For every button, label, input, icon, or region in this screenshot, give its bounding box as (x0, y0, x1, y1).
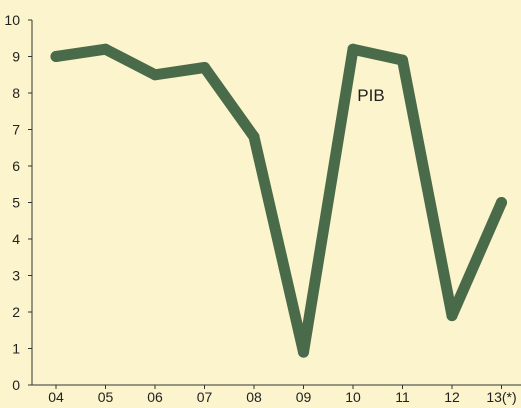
x-tick-label: 11 (395, 389, 410, 405)
series-labels: PIB (357, 86, 384, 105)
x-tick-label: 12 (444, 389, 460, 405)
data-point (248, 131, 260, 143)
data-point (149, 69, 161, 81)
data-point (397, 54, 408, 66)
data-point (199, 61, 210, 73)
x-tick-label: 09 (296, 389, 312, 405)
series-label: PIB (357, 86, 384, 105)
y-tick-label: 3 (12, 268, 20, 284)
axes (31, 20, 521, 386)
series-line (50, 43, 507, 358)
x-tick-label: 08 (246, 389, 262, 405)
y-tick-label: 6 (12, 158, 20, 174)
y-tick-label: 9 (12, 49, 20, 65)
data-point (100, 43, 111, 55)
y-tick-label: 1 (12, 341, 20, 357)
x-tick-label: 13(*) (486, 389, 516, 405)
y-tick-label: 5 (12, 195, 20, 211)
x-tick-label: 06 (147, 389, 163, 405)
data-point (446, 310, 458, 322)
y-tick-label: 4 (12, 231, 20, 247)
y-tick-label: 8 (12, 85, 20, 101)
x-tick-label: 07 (197, 389, 213, 405)
x-tick-label: 05 (98, 389, 114, 405)
x-tick-label: 10 (345, 389, 361, 405)
y-tick-label: 7 (12, 122, 20, 138)
x-tick-labels: 04 05 06 07 08 09 10 11 12 13(*) (48, 385, 517, 405)
data-point (347, 43, 359, 55)
data-point (496, 197, 507, 208)
x-tick-label: 04 (48, 389, 64, 405)
series-group (50, 43, 507, 358)
y-tick-label: 10 (4, 12, 20, 28)
y-tick-label: 0 (12, 377, 20, 393)
y-tick-labels: 0 1 2 3 4 5 6 7 8 9 10 (4, 12, 32, 393)
data-point (50, 51, 62, 62)
data-point (298, 346, 309, 358)
y-tick-label: 2 (12, 304, 20, 320)
